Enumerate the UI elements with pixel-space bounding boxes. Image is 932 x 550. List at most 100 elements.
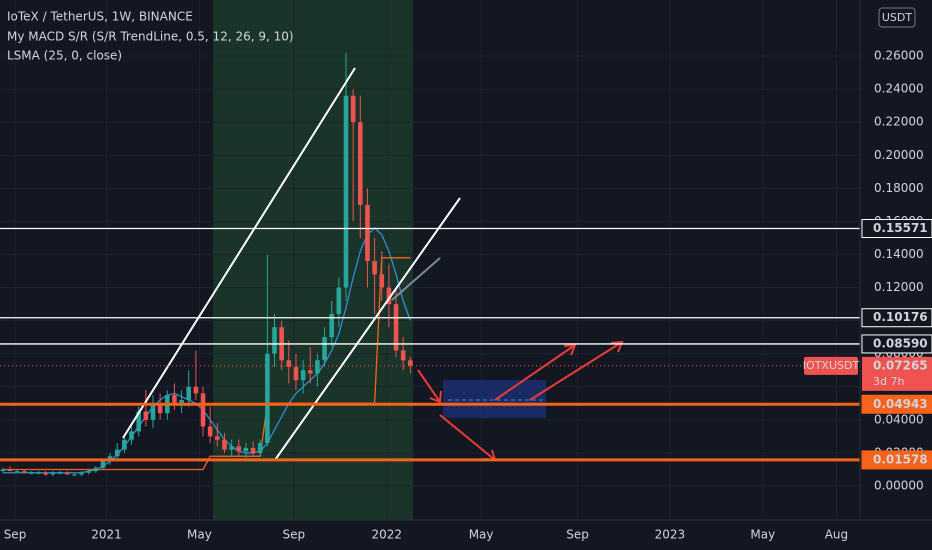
candle-body — [79, 472, 84, 475]
candle-body — [50, 472, 56, 475]
candle-body — [322, 337, 327, 361]
candle-body — [215, 436, 220, 440]
symbol: IOTXUSDT — [803, 359, 860, 372]
trend-line — [274, 197, 461, 461]
y-tick-label: 0.00000 — [874, 479, 924, 493]
y-tick-label: 0.20000 — [874, 148, 924, 162]
drawings — [122, 67, 624, 462]
countdown: 3d 7h — [873, 375, 904, 388]
axis-labels: 0.000000.020000.040000.060000.080000.100… — [4, 49, 932, 542]
level-label: 0.04943 — [873, 397, 928, 411]
price-tag — [862, 356, 932, 391]
candle-body — [236, 446, 242, 452]
candle-body — [129, 431, 134, 440]
candle-body — [250, 447, 256, 453]
plot — [0, 0, 860, 520]
currency[interactable]: USDT — [882, 11, 913, 24]
candle-body — [300, 370, 306, 381]
candle-body — [29, 472, 34, 474]
candle-body — [408, 360, 413, 366]
candle-body — [200, 393, 206, 427]
candle-body — [0, 469, 6, 472]
candle-body — [72, 474, 77, 476]
arrow — [529, 340, 624, 401]
candle-body — [14, 471, 20, 473]
level-tag — [861, 219, 932, 239]
candle-body — [372, 261, 377, 275]
candle-body — [365, 204, 370, 262]
candle-body — [43, 472, 49, 475]
candle-body — [86, 471, 91, 473]
candle-body — [257, 443, 263, 453]
candle-body — [222, 439, 227, 450]
level-label: 0.01578 — [873, 452, 928, 466]
y-tick-label: 0.24000 — [874, 82, 924, 96]
level-label: 0.08590 — [873, 336, 928, 350]
candle-body — [343, 95, 349, 288]
target-box — [443, 380, 546, 418]
y-tick-label: 0.14000 — [874, 247, 924, 261]
y-tick-label: 0.18000 — [874, 181, 924, 195]
candle-body — [393, 304, 399, 351]
candle-body — [386, 287, 392, 305]
candle-body — [293, 366, 299, 381]
candle-body — [100, 461, 106, 468]
candle-body — [143, 411, 149, 420]
candle-body — [379, 274, 385, 288]
candle-body — [329, 314, 335, 338]
legend: IoTeX / TetherUS, 1W, BINANCE My MACD S/… — [7, 10, 294, 63]
candle-body — [150, 403, 156, 420]
trend-line — [391, 257, 441, 301]
overlay — [0, 227, 860, 462]
x-tick-label: May — [469, 528, 494, 542]
candle-body — [122, 439, 127, 450]
highlight-zone — [213, 0, 413, 520]
x-tick-label: May — [750, 528, 775, 542]
x-tick-label: Aug — [825, 528, 848, 542]
candle-body — [307, 370, 313, 374]
candle-body — [172, 395, 177, 404]
candle-body — [272, 327, 277, 354]
candle-body — [36, 472, 41, 474]
candle-body — [265, 353, 270, 444]
candle-body — [7, 469, 13, 472]
x-tick-label: 2021 — [91, 528, 122, 542]
x-tick-label: Sep — [566, 528, 589, 542]
candle-body — [243, 447, 249, 452]
level-label: 0.10176 — [873, 310, 928, 324]
y-tick-label: 0.12000 — [874, 280, 924, 294]
x-tick-label: 2022 — [371, 528, 402, 542]
candle-body — [193, 386, 199, 394]
level-tag — [861, 450, 932, 470]
title: IoTeX / TetherUS, 1W, BINANCE — [7, 10, 193, 24]
trend-line — [122, 67, 356, 439]
indicator-line — [2, 227, 411, 474]
candle-body — [22, 471, 27, 473]
currency-button[interactable] — [878, 7, 916, 28]
level-tag — [861, 308, 932, 328]
level-label: 0.15571 — [873, 221, 928, 235]
candle-body — [136, 411, 141, 432]
x-tick-label: May — [187, 528, 212, 542]
candle-body — [157, 403, 163, 414]
indicator: LSMA (25, 0, close) — [7, 49, 122, 63]
indicator: My MACD S/R (S/R TrendLine, 0.5, 12, 26,… — [7, 30, 294, 44]
candle-body — [186, 386, 192, 401]
candle-body — [350, 95, 356, 123]
candle-body — [179, 400, 184, 404]
candle-body — [315, 360, 320, 374]
candle-body — [229, 446, 234, 450]
x-tick-label: 2023 — [655, 528, 686, 542]
symbol-tag — [804, 356, 858, 375]
y-tick-label: 0.26000 — [874, 49, 924, 63]
x-tick-label: Sep — [283, 528, 306, 542]
level-tag — [861, 334, 932, 354]
arrow — [417, 369, 442, 404]
candle-body — [93, 467, 99, 472]
y-tick-label: 0.04000 — [874, 412, 924, 426]
candle-body — [57, 472, 63, 474]
level-tag — [861, 394, 932, 414]
price-axis — [860, 0, 932, 520]
